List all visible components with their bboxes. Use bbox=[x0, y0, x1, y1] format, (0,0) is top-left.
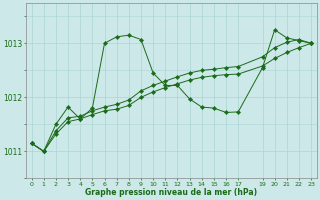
X-axis label: Graphe pression niveau de la mer (hPa): Graphe pression niveau de la mer (hPa) bbox=[85, 188, 257, 197]
